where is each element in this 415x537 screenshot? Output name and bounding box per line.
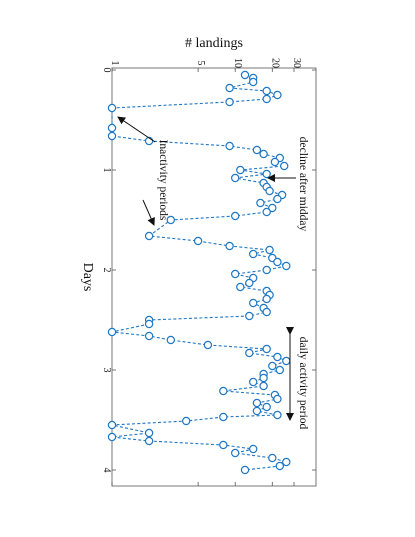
data-point [282,356,291,366]
data-point [273,352,282,362]
data-point [273,90,282,100]
data-point [219,412,228,422]
data-point [230,448,240,458]
data-point [256,198,265,208]
data-point [282,261,291,271]
data-point [225,97,234,107]
data-point [262,207,271,217]
data-point [193,236,203,246]
data-point [144,319,154,329]
data-point [273,410,282,420]
data-point [248,444,258,454]
data-point [268,361,277,371]
data-point [248,249,258,259]
data-point [262,265,271,275]
data-point [245,278,254,288]
data-point [273,394,282,404]
data-point [252,406,262,416]
annotation-decline-text: decline after midday [297,137,309,232]
data-point [225,241,234,251]
y-axis-ticks: 1 5 10 20 30 [109,58,302,486]
data-point [245,348,254,358]
series-line [111,74,289,471]
data-point [262,94,271,104]
data-point [282,457,291,467]
data-point [248,377,258,387]
data-point [265,245,274,255]
annotation-daily-activity-text: daily activity period [297,337,309,430]
annotation-daily-activity: daily activity period [286,327,309,430]
data-points [107,70,291,475]
data-point [144,436,154,446]
data-point [265,186,274,196]
data-point [181,416,191,426]
data-point [245,311,254,321]
x-tick-label: 4 [101,468,112,473]
data-point [259,149,268,159]
data-point [262,294,271,304]
data-point [262,402,271,412]
data-point [252,145,262,155]
data-point [166,335,175,345]
data-point [262,344,271,354]
data-point [273,257,282,267]
data-point [262,86,271,96]
data-point [248,77,258,87]
data-point [275,461,284,471]
data-point [225,141,234,151]
data-point [259,373,268,383]
data-point [144,231,154,241]
data-point [219,386,228,396]
data-point [107,103,117,113]
data-point [144,428,154,438]
y-tick-label: 10 [232,58,243,68]
data-point [240,465,250,475]
data-point [225,83,234,93]
data-point [275,365,284,375]
y-axis-title: # landings [185,36,243,51]
data-point [262,169,271,179]
y-tick-label: 1 [109,61,120,66]
x-tick-label: 0 [101,68,112,73]
data-point [166,215,175,225]
data-point [144,331,154,341]
data-point [259,381,268,391]
data-point [236,282,245,292]
x-axis-title: Days [80,263,95,292]
data-point [230,269,240,279]
data-point [270,157,280,167]
y-tick-label: 5 [195,61,206,66]
data-point [107,432,117,442]
data-point [107,123,117,133]
y-tick-label: 20 [269,58,280,68]
x-axis-ticks: 0 1 2 3 4 [101,68,316,473]
annotation-inactivity-text: Inactivity periods [157,140,169,221]
data-point [268,453,277,463]
data-point [252,398,262,408]
data-point [230,173,240,183]
annotation-inactivity-arrow-down [142,199,155,226]
annotation-inactivity: Inactivity periods [117,116,169,226]
x-tick-label: 2 [101,268,112,273]
data-point [203,340,213,350]
x-tick-label: 3 [101,368,112,373]
annotation-inactivity-arrow-up [117,116,156,143]
data-point [236,165,245,175]
data-point [230,211,240,221]
data-point [219,440,228,450]
data-point [262,307,271,317]
x-tick-label: 1 [101,168,112,173]
y-tick-label: 30 [291,58,302,68]
data-point [107,420,117,430]
data-point [248,298,258,308]
data-point [107,131,117,141]
data-point [107,327,117,337]
plot-area-frame [111,67,317,487]
data-point [280,161,289,171]
annotation-decline: decline after midday [267,137,309,232]
data-point [273,194,282,204]
data-point [268,203,277,213]
data-point [240,70,250,80]
